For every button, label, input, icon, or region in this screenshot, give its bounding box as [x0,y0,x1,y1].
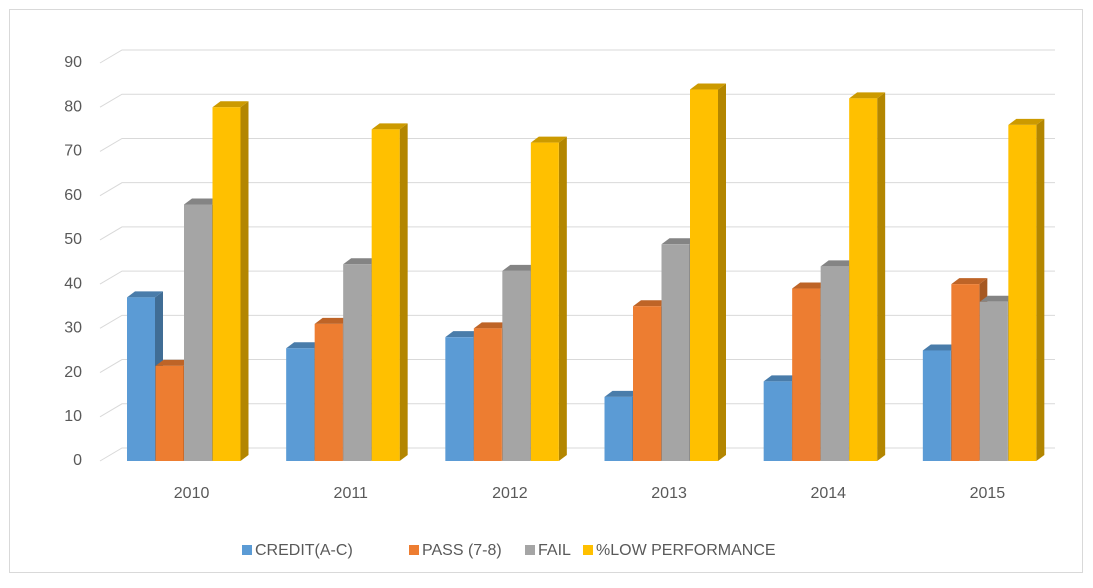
bar-side [240,101,249,461]
bar-top [502,264,539,271]
legend-swatch [242,545,252,555]
grid-line [99,359,1055,373]
bar-front [445,337,474,461]
y-tick-label: 90 [64,54,82,71]
bar [530,136,567,461]
legend-label: FAIL [538,542,571,559]
legend-label: PASS (7-8) [422,542,502,559]
bar-top [1008,118,1045,125]
legend-swatch [525,545,535,555]
bar-top [951,278,988,285]
bar [849,92,886,461]
bar-top [763,375,800,382]
bar-side [1036,118,1045,462]
bar-top [127,291,163,298]
x-tick-label: 2012 [492,485,528,502]
bar-side [718,83,726,462]
grid-line [99,226,1055,241]
y-tick-label: 30 [64,320,82,337]
y-tick-label: 60 [64,187,82,204]
bar-front [763,381,792,461]
bar-front [849,98,878,461]
bar-front [922,350,951,461]
bar [951,278,988,461]
bar-front [212,107,241,461]
bar-front [820,266,849,461]
x-tick-label: 2015 [970,485,1006,502]
y-tick-label: 80 [64,98,82,115]
grid-line [99,447,1055,462]
bar-front [473,328,502,461]
bar-front [951,284,980,461]
bar-top [445,331,482,338]
bar [1008,118,1045,462]
bar-front [1008,124,1037,462]
grid-line [99,49,1055,64]
grid-line [99,182,1055,197]
bar-front [155,365,184,461]
bar-front [314,323,343,461]
grid-line [99,137,1055,152]
bar [371,123,408,462]
bar [212,101,249,461]
legend-label: %LOW PERFORMANCE [596,542,776,559]
bar-front [979,301,1008,461]
legend-label: CREDIT(A-C) [255,542,353,559]
y-tick-label: 50 [64,231,82,248]
bar-front [286,348,315,461]
y-tick-label: 0 [73,452,82,469]
bar-top [661,238,698,245]
bar-top [820,260,857,267]
bar-top [849,92,886,99]
bar-top [633,300,669,307]
x-tick-label: 2010 [174,485,210,502]
x-tick-label: 2011 [334,485,369,502]
bar-front [530,142,559,461]
bar-front [184,204,212,461]
bar-front [633,306,661,461]
bar-front [604,396,633,461]
grid-line [99,403,1055,418]
bar-top [792,282,829,289]
bar [184,198,220,461]
bar-top [343,258,380,265]
x-tick-label: 2014 [810,485,846,502]
bar-front [127,297,155,461]
bar-top [371,123,408,130]
bar-top [473,322,510,329]
bar-top [922,344,959,351]
bar-top [690,83,726,90]
y-tick-label: 70 [64,143,82,160]
bar-front [661,244,690,461]
bar [690,83,726,462]
bar-top [286,342,323,349]
legend-swatch [409,545,419,555]
bar-front [792,288,821,461]
bar-side [877,92,886,461]
grid-line [99,314,1055,329]
legend-swatch [583,545,593,555]
grid-line [99,270,1055,285]
y-tick-label: 10 [64,408,82,425]
grid-line [99,93,1055,108]
bar-front [502,270,531,461]
bar-top [314,317,351,324]
y-tick-label: 40 [64,275,82,292]
bar-top [212,101,249,108]
bar-front [343,264,372,461]
bar-top [530,136,567,143]
y-tick-label: 20 [64,364,82,381]
bar-top [155,359,192,366]
x-tick-label: 2013 [651,485,687,502]
bar-front [371,129,400,462]
bar-side [558,136,567,461]
bar-side [399,123,408,461]
bar-top [184,198,220,205]
bar-top [979,295,1016,302]
bar-top [604,390,641,397]
bar-front [690,89,718,462]
